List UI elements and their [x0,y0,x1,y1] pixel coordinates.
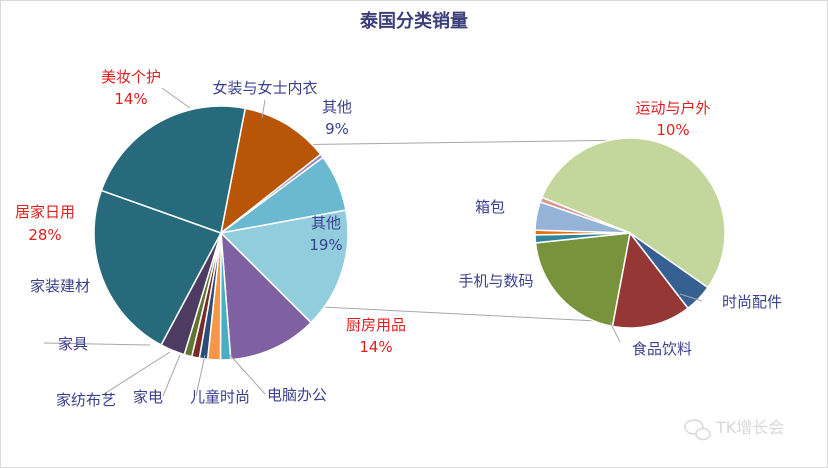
watermark-text: TK增长会 [715,418,784,437]
leader-line-2 [43,342,151,346]
label-kitchen-pct: 14% [359,338,392,356]
detail-pie [534,137,726,329]
leader-line-4 [162,354,181,397]
label-phone: 手机与数码 [458,272,533,290]
label-womenswear: 女装与女士内衣 [212,79,317,97]
leader-line-0 [161,87,191,109]
wechat-icon [684,419,711,441]
detail-slice-7 [539,196,631,234]
leader-line-7 [679,293,703,302]
label-sports-name: 运动与户外 [635,99,710,117]
label-appliance: 家电 [133,388,163,406]
main-slice-3 [219,209,349,324]
label-household-name: 居家日用 [15,203,75,221]
label-other-b-pct: 19% [309,236,342,254]
label-textile: 家纺布艺 [56,391,116,409]
main-slice-12 [100,105,247,234]
label-food: 食品饮料 [632,340,692,358]
detail-slice-0 [540,137,726,289]
label-beauty-name: 美妆个护 [101,68,161,86]
label-furniture: 家具 [58,335,88,353]
label-sports-pct: 10% [656,121,689,139]
label-fashion-acc: 时尚配件 [722,293,782,311]
label-decor: 家装建材 [30,277,90,295]
detail-slice-3 [534,232,631,328]
leader-line-3 [103,351,171,395]
detail-slice-2 [611,231,690,329]
leader-line-6 [229,354,266,395]
leader-lines [43,87,703,397]
label-bags: 箱包 [475,198,505,216]
chart-title: 泰国分类销量 [359,10,468,32]
label-kids: 儿童时尚 [190,388,250,406]
main-slice-11 [93,189,223,346]
label-other-a-name: 其他 [322,98,352,116]
leader-line-8 [609,321,621,343]
leader-line-5 [195,354,206,397]
label-beauty-pct: 14% [114,90,147,108]
label-other-a-pct: 9% [325,120,349,138]
label-other-b-name: 其他 [311,214,341,232]
main-slice-0 [219,107,322,235]
label-computer: 电脑办公 [267,386,327,404]
connector-line-bottom [321,306,618,323]
leader-line-1 [261,99,266,119]
label-kitchen-name: 厨房用品 [346,316,406,334]
connector-line-top [271,139,638,146]
label-household-pct: 28% [28,226,61,244]
main-pie [93,105,349,361]
